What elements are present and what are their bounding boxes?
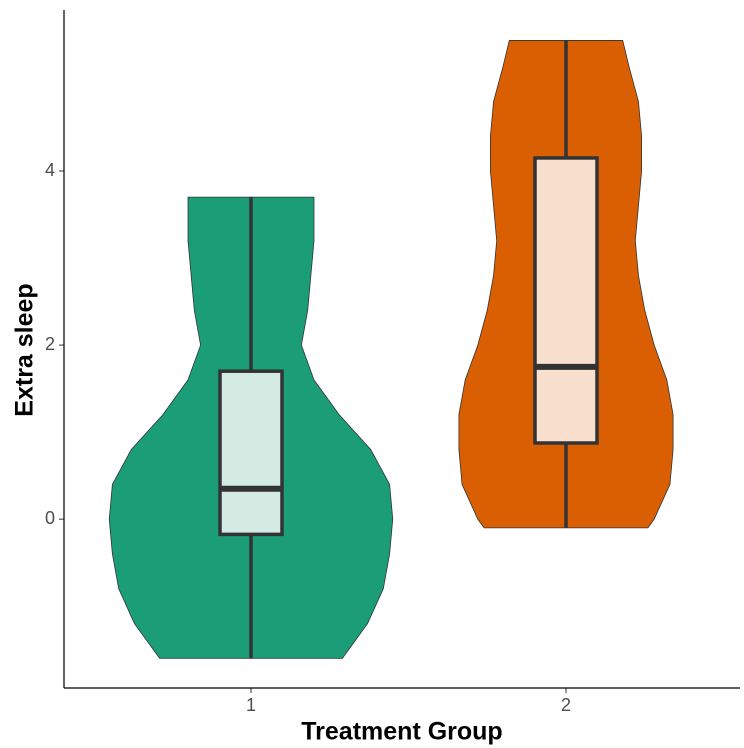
x-axis-title: Treatment Group xyxy=(301,718,502,746)
box xyxy=(218,369,284,537)
y-axis-title: Extra sleep xyxy=(11,283,39,416)
y-tick-label: 2 xyxy=(45,334,55,354)
y-tick-label: 0 xyxy=(45,508,55,528)
x-tick-label: 1 xyxy=(246,695,256,715)
box xyxy=(533,156,599,445)
y-tick-label: 4 xyxy=(45,160,55,180)
x-tick-label: 2 xyxy=(561,695,571,715)
